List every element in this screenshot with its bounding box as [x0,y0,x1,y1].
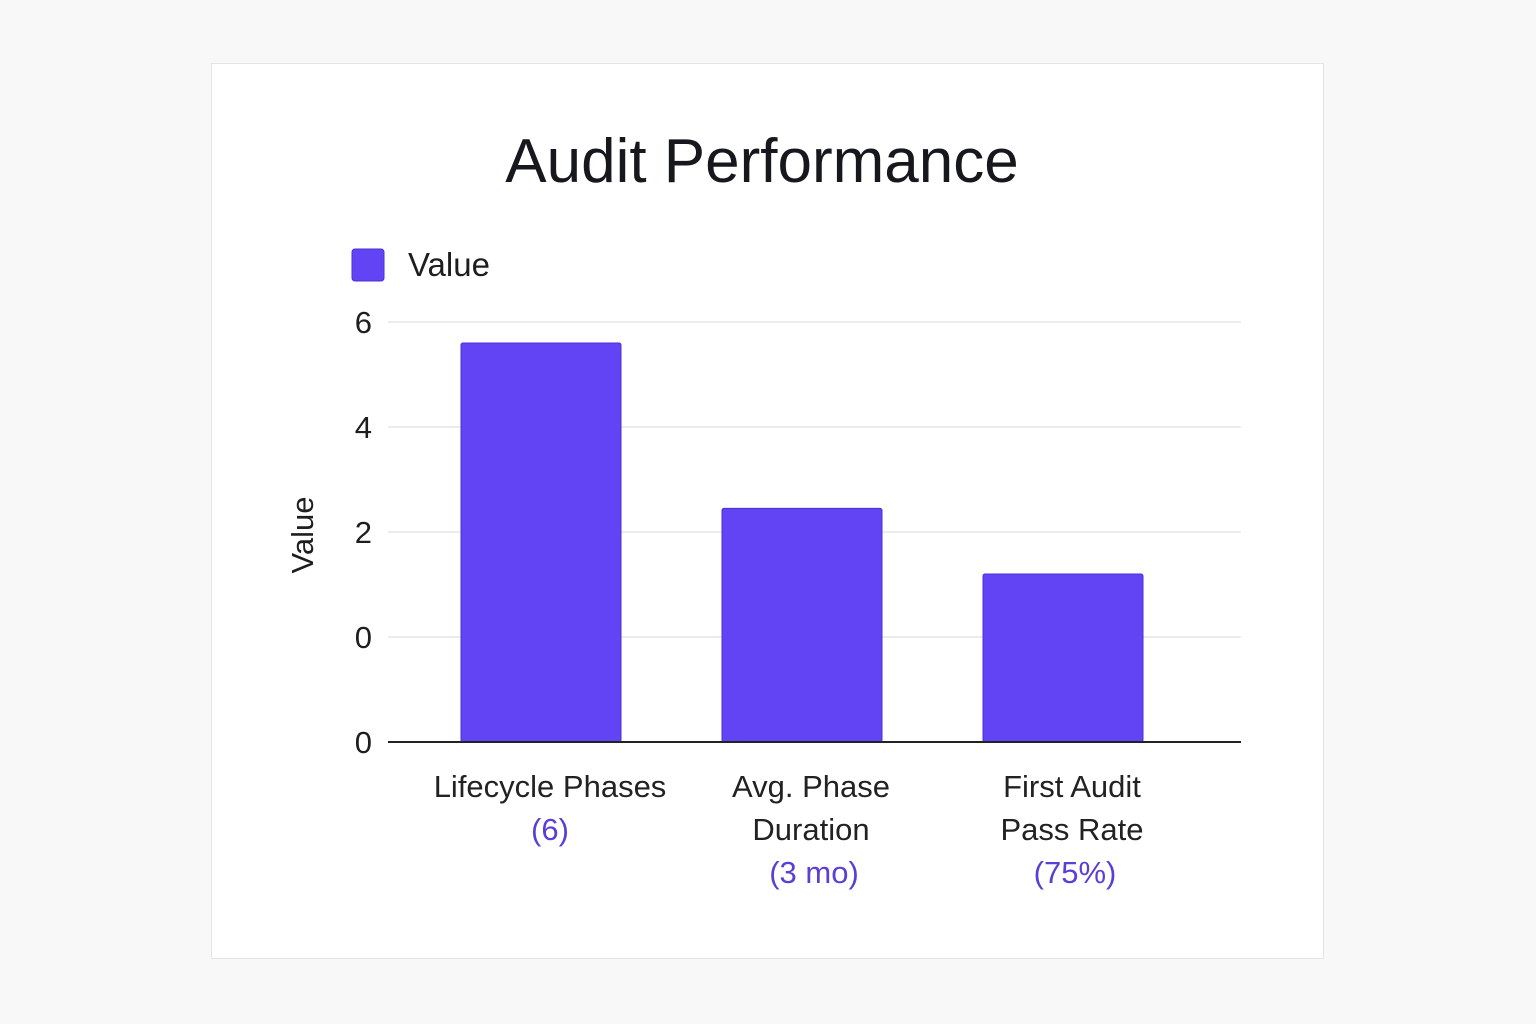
y-tick-label: 6 [355,305,372,340]
legend-label: Value [408,246,490,283]
legend: Value [351,246,490,283]
x-tick-line: First Audit [1003,769,1141,804]
y-ticks: 0 0 2 4 6 [355,305,372,760]
x-tick-label: Avg. Phase Duration (3 mo) [732,769,890,890]
x-tick-line: Avg. Phase [732,769,890,804]
x-tick-value: (3 mo) [769,855,859,890]
y-tick-label: 0 [355,725,372,760]
chart-svg: Audit Performance Value Value 0 0 2 4 6 Life… [285,127,1241,890]
y-axis-label: Value [285,497,320,574]
y-tick-label: 2 [355,515,372,550]
x-tick-line: Pass Rate [1000,812,1143,847]
bar [982,573,1144,743]
x-tick-value: (75%) [1034,855,1117,890]
bar [721,507,883,743]
x-tick-label: First Audit Pass Rate (75%) [1000,769,1143,890]
x-tick-line: Lifecycle Phases [434,769,667,804]
x-tick-value: (6) [531,812,569,847]
x-tick-label: Lifecycle Phases (6) [434,769,667,847]
x-ticks: Lifecycle Phases (6) Avg. Phase Duration (3 … [434,769,1144,890]
legend-swatch [351,248,385,282]
y-tick-label: 4 [355,410,372,445]
bars [460,342,1144,743]
chart-title: Audit Performance [505,127,1018,196]
chart-card: Audit Performance Value Value 0 0 2 4 6 Life… [211,63,1324,959]
bar [460,342,622,743]
y-tick-label: 0 [355,620,372,655]
x-tick-line: Duration [752,812,869,847]
